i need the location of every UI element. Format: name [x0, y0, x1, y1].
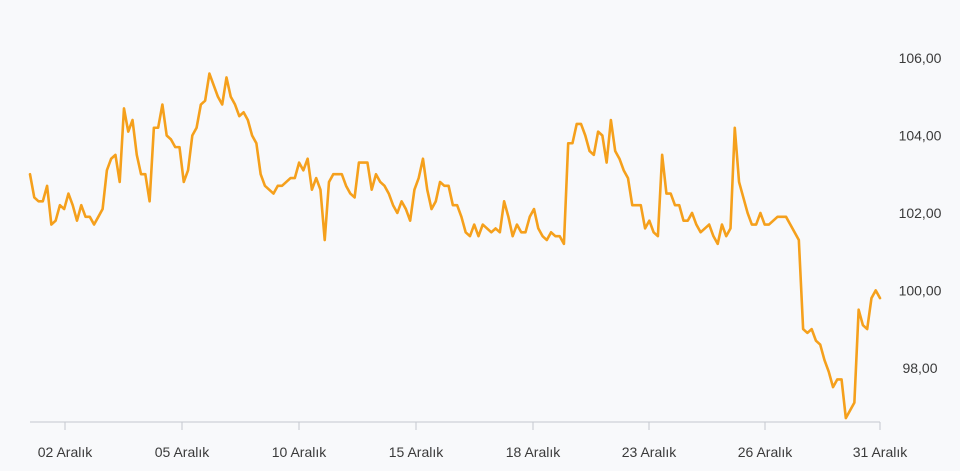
y-tick-label: 100,00	[899, 282, 942, 298]
y-tick-label: 98,00	[902, 360, 937, 376]
series-line	[28, 72, 882, 420]
x-tick-label: 26 Aralık	[738, 444, 793, 460]
x-tick-label: 02 Aralık	[38, 444, 93, 460]
y-tick-label: 106,00	[899, 50, 942, 66]
x-tick-label: 10 Aralık	[272, 444, 327, 460]
x-tick-label: 15 Aralık	[389, 444, 444, 460]
x-tick-label: 31 Aralık	[853, 444, 908, 460]
x-tick-label: 18 Aralık	[506, 444, 561, 460]
y-tick-label: 104,00	[899, 128, 942, 144]
x-axis: 02 Aralık 05 Aralık 10 Aralık 15 Aralık 18 A…	[38, 422, 908, 460]
x-tick-label: 23 Aralık	[622, 444, 677, 460]
plot-area	[28, 72, 882, 420]
x-tick-label: 05 Aralık	[155, 444, 210, 460]
y-axis: 98,00 100,00 102,00 104,00 106,00	[899, 50, 942, 376]
y-tick-label: 102,00	[899, 205, 942, 221]
